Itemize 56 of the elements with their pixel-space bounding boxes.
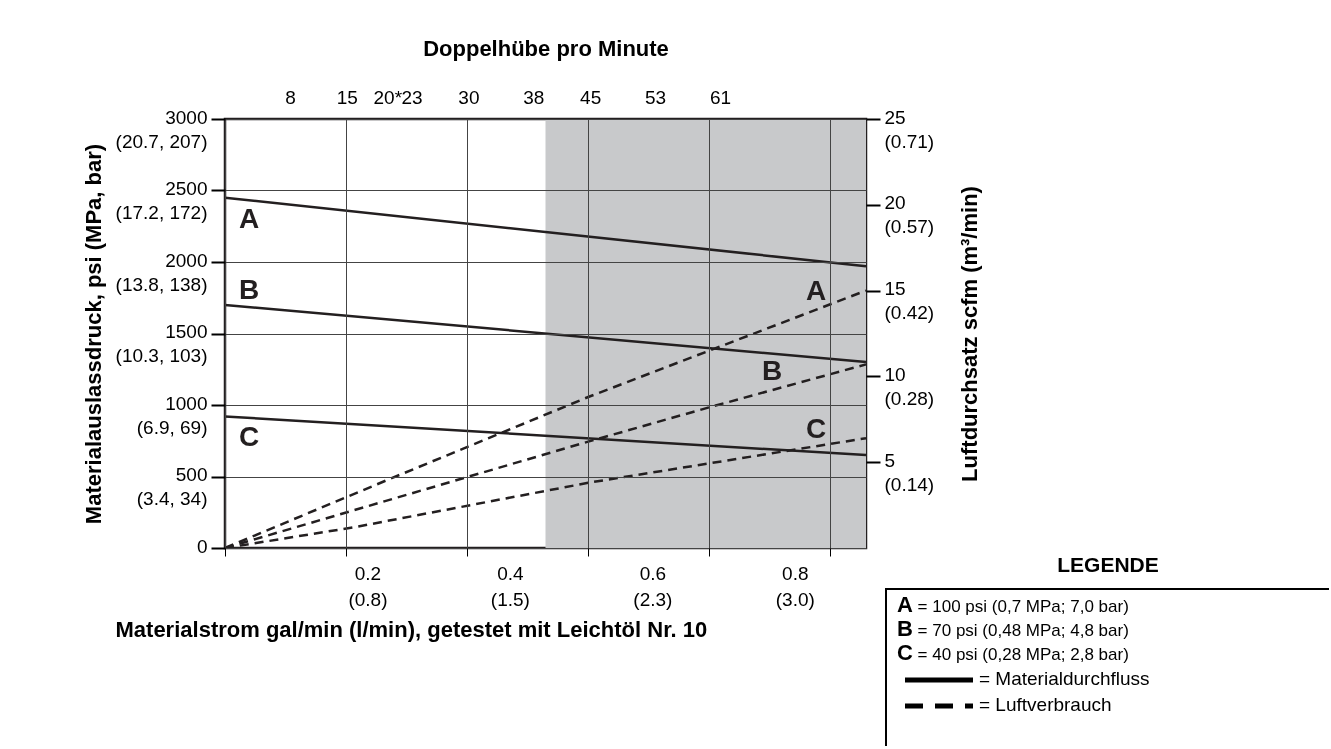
y-tick-label: 500 <box>175 464 208 485</box>
series-label: B <box>761 355 783 387</box>
text: (0.8) <box>348 588 388 610</box>
text: (3.4, 34) <box>136 488 208 509</box>
text: (2.3) <box>633 588 673 610</box>
y2-tick-label: 25 <box>884 106 906 128</box>
legend-title: LEGENDE <box>1056 553 1160 577</box>
text: (10.3, 103) <box>115 345 208 366</box>
x2-tick-label: 20* <box>373 86 403 108</box>
text: (0.42) <box>884 302 935 324</box>
x2-tick-label: 61 <box>709 86 732 108</box>
x2-tick-label: 23 <box>401 86 423 108</box>
text: (17.2, 172) <box>115 202 208 223</box>
text: (1.5) <box>490 588 530 610</box>
x-tick-label: 0.2 <box>354 562 382 584</box>
series-label: A <box>805 274 827 306</box>
x-tick-label: 0.4 <box>497 562 525 584</box>
y-tick-label: 2500 <box>165 178 208 199</box>
text: C = 40 psi (0,28 MPa; 2,8 bar) <box>897 640 1130 666</box>
y-tick-label: 2000 <box>165 249 208 271</box>
x2-tick-label: 45 <box>580 86 602 108</box>
text: (0.28) <box>884 387 935 409</box>
text: (20.7, 207) <box>115 130 208 152</box>
series-label: C <box>238 420 260 452</box>
y-tick-label: 1500 <box>165 321 208 342</box>
y2-tick-label: 10 <box>884 363 906 385</box>
x2-tick-label: 38 <box>523 86 545 108</box>
x-axis-title: Materialstrom gal/min (l/min), getestet mit Leichtöl Nr. 10 <box>115 616 708 642</box>
x2-tick-label: 30 <box>458 86 480 108</box>
text: (3.0) <box>775 588 815 610</box>
x2-axis-title: Doppelhübe pro Minute <box>423 35 669 61</box>
series-label: A <box>238 203 260 235</box>
series-label: B <box>238 274 260 306</box>
y2-axis-title: Luftdurchsatz scfm (m³/min) <box>957 186 983 482</box>
text: (13.8, 138) <box>115 273 208 295</box>
y2-tick-label: 20 <box>884 192 906 214</box>
text: A = 100 psi (0,7 MPa; 7,0 bar) <box>897 592 1129 617</box>
y-tick-label: 0 <box>196 535 208 557</box>
y2-tick-label: 5 <box>884 449 896 471</box>
text: = Luftverbrauch <box>978 693 1113 717</box>
text: (0.57) <box>884 216 935 238</box>
series-label: C <box>805 413 827 445</box>
x2-tick-label: 8 <box>285 86 296 108</box>
x2-tick-label: 53 <box>644 86 667 108</box>
text: (0.71) <box>884 130 935 152</box>
x-tick-label: 0.8 <box>782 562 809 584</box>
y-tick-label: 1000 <box>165 392 208 414</box>
text: (6.9, 69) <box>136 416 208 438</box>
x2-tick-label: 15 <box>336 86 358 108</box>
y-tick-label: 3000 <box>165 106 208 128</box>
y2-tick-label: 15 <box>884 278 906 300</box>
y-axis-title: Materialauslassdruck, psi (MPa, bar) <box>80 143 106 525</box>
x-tick-label: 0.6 <box>639 562 667 584</box>
text: (0.14) <box>884 473 935 495</box>
text: = Materialdurchfluss <box>978 667 1151 691</box>
text: B = 70 psi (0,48 MPa; 4,8 bar) <box>897 616 1129 641</box>
